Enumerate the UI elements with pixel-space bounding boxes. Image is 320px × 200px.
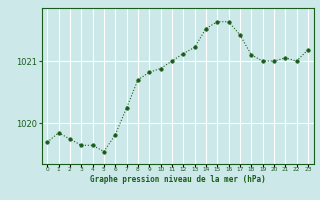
X-axis label: Graphe pression niveau de la mer (hPa): Graphe pression niveau de la mer (hPa) [90, 175, 266, 184]
